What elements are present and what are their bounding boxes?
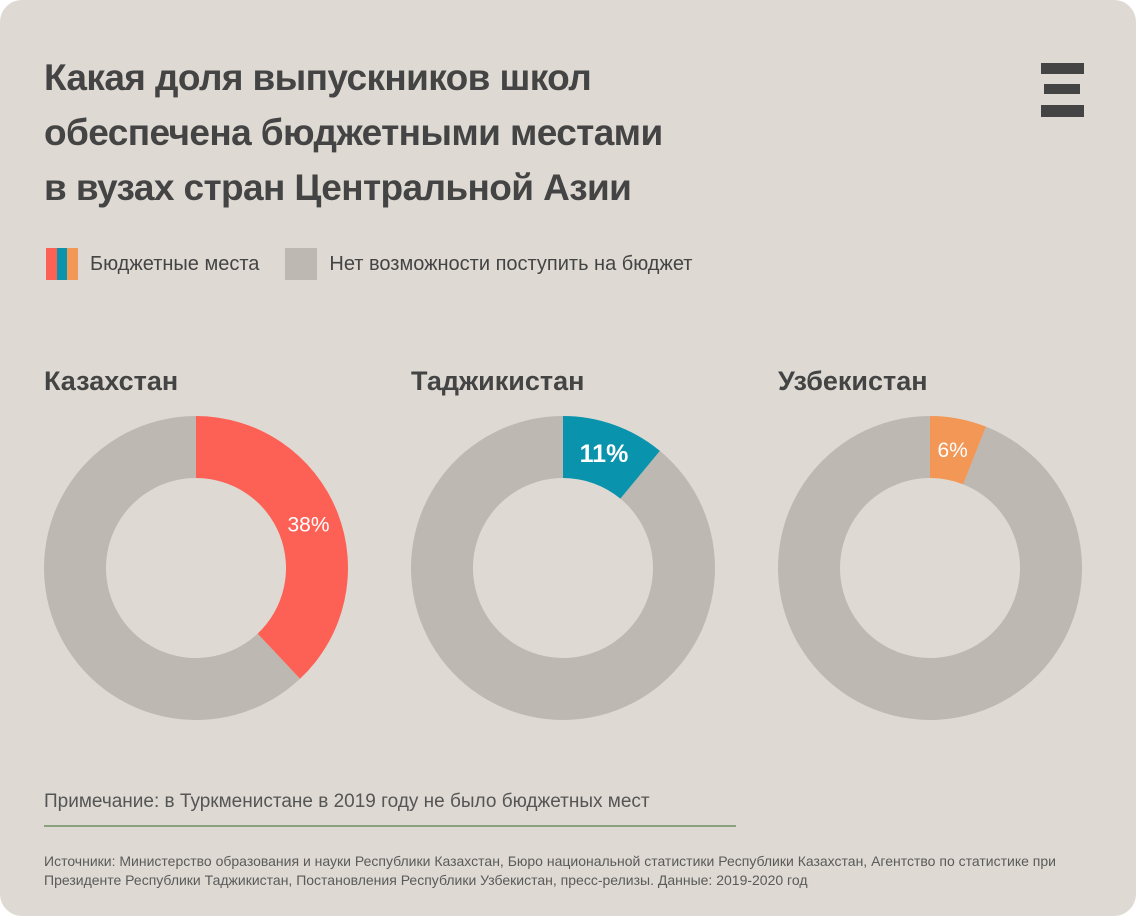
legend-swatch-budget [46, 248, 79, 280]
donut-slice-budget [563, 416, 660, 499]
chart-title: Какая доля выпускников школ обеспечена б… [44, 50, 663, 215]
legend: Бюджетные места Нет возможности поступит… [46, 248, 692, 280]
data-label: 6% [937, 439, 967, 462]
donut-charts: 38% 11% 6% [43, 416, 1082, 720]
legend-label-no-budget: Нет возможности поступить на бюджет [329, 252, 693, 275]
donut-slice-budget [196, 416, 348, 679]
country-title: Казахстан [44, 366, 179, 396]
donut-slice-no-budget [410, 416, 715, 720]
donut-slice-budget [930, 416, 986, 485]
title-line: Какая доля выпускников школ [44, 57, 592, 98]
divider [44, 825, 736, 827]
legend-label-budget: Бюджетные места [90, 252, 260, 275]
legend-swatch-no-budget [285, 248, 318, 280]
note: Примечание: в Туркменистане в 2019 году … [44, 791, 650, 812]
country-title: Таджикистан [411, 366, 585, 396]
publisher-logo [1041, 63, 1084, 118]
data-label: 38% [287, 513, 329, 536]
country-title: Узбекистан [778, 366, 928, 396]
sources: Источники: Министерство образования и на… [44, 853, 1056, 888]
donut-slice-no-budget [43, 416, 301, 720]
title-line: обеспечена бюджетными местами [44, 112, 663, 153]
data-label: 11% [580, 440, 629, 468]
donut-slice-no-budget [778, 416, 1082, 720]
title-line: в вузах стран Центральной Азии [44, 167, 632, 208]
